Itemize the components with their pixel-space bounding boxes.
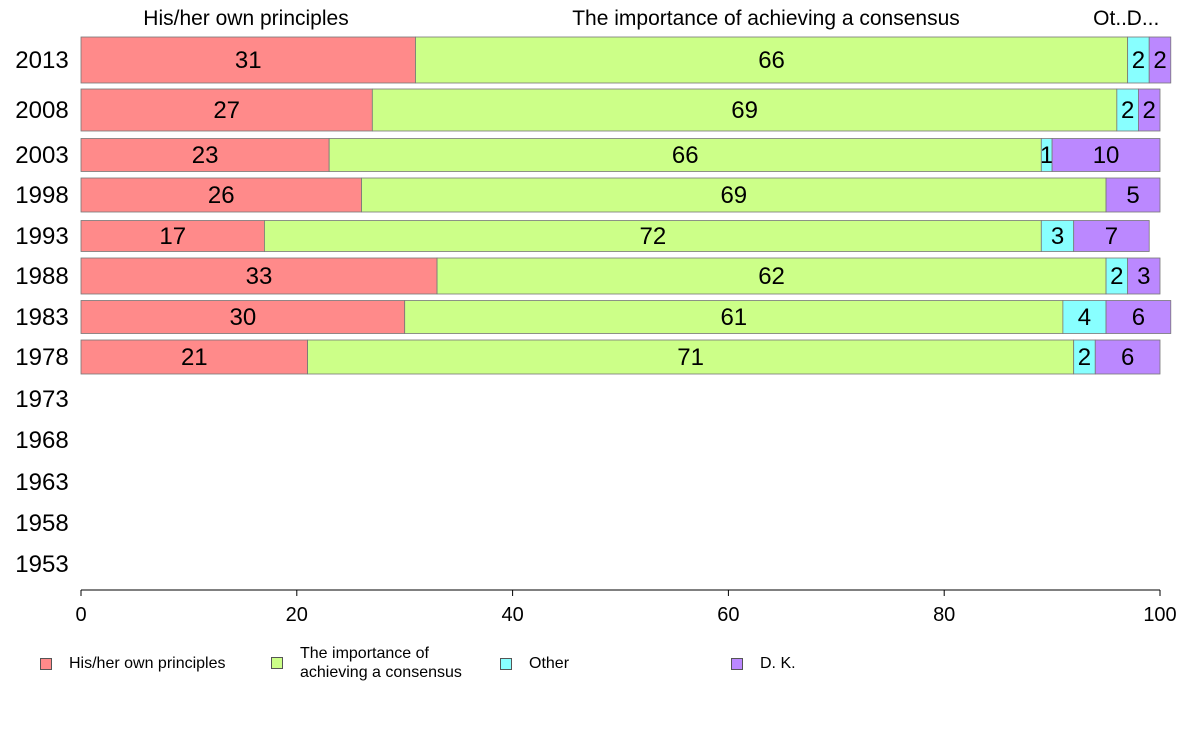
bar-value-label: 7 — [1105, 223, 1118, 250]
y-tick-label: 1978 — [15, 344, 68, 371]
y-tick-label: 1988 — [15, 263, 68, 290]
x-tick-label: 20 — [286, 604, 308, 626]
bar-value-label: 27 — [213, 97, 240, 124]
bar-segment — [1105, 177, 1161, 213]
bar-value-label: 10 — [1093, 142, 1120, 169]
bar-value-label: 30 — [229, 304, 256, 331]
y-tick-label: 1958 — [15, 510, 68, 537]
bar-value-label: 2 — [1143, 97, 1156, 124]
bar-segment — [1094, 339, 1161, 375]
y-tick-label: 1983 — [15, 304, 68, 331]
bar-segment — [1127, 257, 1161, 295]
bar-segment — [404, 300, 1064, 334]
bar-value-label: 3 — [1051, 223, 1064, 250]
legend-swatch-consensus — [271, 657, 283, 669]
bar-value-label: 2 — [1132, 47, 1145, 74]
legend: His/her own principles The importance of… — [0, 644, 1188, 688]
legend-label: His/her own principles — [69, 655, 226, 672]
legend-swatch-own-principles — [40, 657, 52, 670]
bar-segment — [1073, 220, 1150, 252]
bar-value-label: 69 — [720, 182, 747, 209]
bar-segment — [1138, 88, 1161, 132]
bar-segment — [307, 339, 1075, 375]
bar-segment — [80, 300, 406, 334]
bar-value-label: 2 — [1121, 97, 1134, 124]
bar-value-label: 61 — [720, 304, 747, 331]
x-tick-label: 40 — [501, 604, 523, 626]
bar-segment — [80, 138, 330, 172]
legend-item-other: Other — [500, 654, 569, 673]
legend-swatch-other — [500, 657, 512, 670]
bar-segment — [415, 36, 1129, 84]
y-tick-label: 2003 — [15, 142, 68, 169]
column-header-label: His/her own principles — [143, 7, 348, 30]
bar-value-label: 2 — [1110, 263, 1123, 290]
bar-segment — [1051, 138, 1161, 172]
bar-value-label: 1 — [1040, 142, 1053, 169]
bar-segment — [80, 220, 265, 252]
bar-segment — [371, 88, 1118, 132]
bar-value-label: 2 — [1078, 344, 1091, 371]
y-tick-label: 2008 — [15, 97, 68, 124]
bar-segment — [80, 257, 438, 295]
bar-segment — [1105, 300, 1172, 334]
bar-segment — [80, 177, 362, 213]
y-tick-label: 1993 — [15, 223, 68, 250]
bar-segment — [264, 220, 1042, 252]
bar-segment — [1148, 36, 1172, 84]
bar-segment — [80, 339, 308, 375]
bar-value-label: 6 — [1121, 344, 1134, 371]
legend-swatch-dk — [731, 657, 743, 670]
bar-value-label: 6 — [1132, 304, 1145, 331]
legend-label: The importance of achieving a consensus — [300, 645, 462, 681]
bar-value-label: 66 — [758, 47, 785, 74]
legend-label: Other — [529, 655, 570, 672]
bar-value-label: 23 — [192, 142, 219, 169]
column-header-label: The importance of achieving a consensus — [572, 7, 960, 30]
bar-value-label: 4 — [1078, 304, 1091, 331]
y-tick-label: 1963 — [15, 469, 68, 496]
bar-value-label: 21 — [181, 344, 208, 371]
bar-value-label: 62 — [758, 263, 785, 290]
bar-value-label: 33 — [246, 263, 273, 290]
bar-segment — [361, 177, 1107, 213]
legend-label: D. K. — [760, 655, 796, 672]
x-tick-label: 80 — [933, 604, 955, 626]
x-tick-label: 100 — [1143, 604, 1176, 626]
column-header-labels: His/her own principles The importance of … — [143, 7, 1159, 30]
legend-item-consensus: The importance of achieving a consensus — [271, 644, 490, 682]
legend-item-own-principles: His/her own principles — [40, 654, 226, 673]
bar-value-label: 3 — [1137, 263, 1150, 290]
bar-value-label: 31 — [235, 47, 262, 74]
y-axis-tick-labels: 2013 2008 2003 1998 1993 1988 1983 1978 1973 1968… — [15, 47, 68, 578]
bar-segment — [1062, 300, 1107, 334]
bar-value-label: 71 — [677, 344, 704, 371]
y-tick-label: 1998 — [15, 182, 68, 209]
bar-value-label: 69 — [731, 97, 758, 124]
y-tick-label: 2013 — [15, 47, 68, 74]
x-axis: 0 20 40 60 80 100 — [75, 589, 1177, 626]
x-tick-label: 0 — [75, 604, 86, 626]
y-tick-label: 1953 — [15, 551, 68, 578]
column-header-label: Ot... — [1093, 7, 1133, 30]
bar-value-label: 5 — [1126, 182, 1139, 209]
legend-item-dk: D. K. — [731, 654, 796, 673]
bar-segment — [1040, 220, 1075, 252]
bar-segment — [80, 88, 373, 132]
bar-value-label: 72 — [640, 223, 667, 250]
y-tick-label: 1973 — [15, 386, 68, 413]
y-tick-label: 1968 — [15, 427, 68, 454]
bar-value-label: 17 — [159, 223, 186, 250]
bar-value-label: 66 — [672, 142, 699, 169]
bar-value-label: 26 — [208, 182, 235, 209]
x-tick-label: 60 — [717, 604, 739, 626]
bar-segment — [436, 257, 1107, 295]
bar-value-label: 2 — [1153, 47, 1166, 74]
column-header-label: D... — [1127, 7, 1160, 30]
